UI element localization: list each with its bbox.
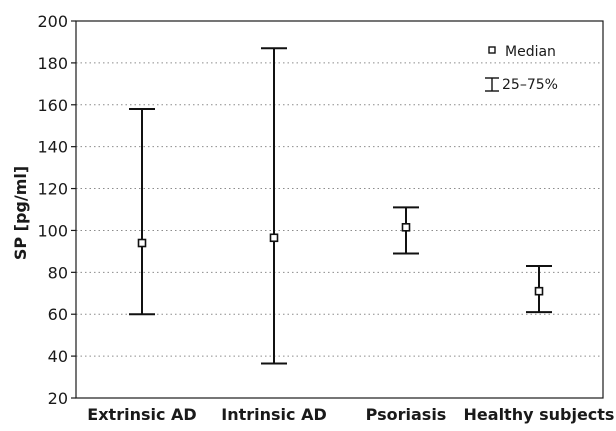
median-marker [269, 233, 279, 243]
x-category-label: Psoriasis [366, 405, 447, 424]
y-tick-label: 120 [37, 180, 68, 199]
median-marker [137, 238, 147, 248]
y-tick-label: 80 [48, 263, 68, 282]
y-tick-label: 40 [48, 347, 68, 366]
x-category-label: Intrinsic AD [221, 405, 326, 424]
legend-range-icon [485, 77, 499, 92]
error-bar-healthy-subjects [526, 265, 552, 314]
data-marks [129, 47, 552, 365]
median-marker [401, 223, 411, 232]
legend: Median 25–75% [485, 44, 558, 93]
y-tick-label: 60 [48, 305, 68, 324]
y-tick-label: 180 [37, 54, 68, 73]
y-tick-label: 160 [37, 96, 68, 115]
plot-frame [75, 20, 604, 399]
y-tick-label: 100 [37, 221, 68, 240]
x-category-label: Healthy subjects [464, 405, 615, 424]
legend-range-label: 25–75% [502, 77, 558, 93]
legend-median-marker [488, 46, 496, 54]
y-tick-label: 20 [48, 389, 68, 408]
error-bar-intrinsic-ad [261, 47, 287, 365]
legend-median-label: Median [505, 44, 556, 60]
error-bar-extrinsic-ad [129, 107, 155, 316]
gridlines [76, 62, 603, 357]
y-tick-label: 140 [37, 138, 68, 157]
y-axis-label: SP [pg/ml] [11, 166, 30, 260]
error-bar-psoriasis [393, 206, 419, 255]
median-marker [534, 286, 544, 296]
y-tick-label: 200 [37, 12, 68, 31]
axes: 20 40 60 80 100 120 140 160 180 200 Extrinsic AD In… [37, 12, 614, 424]
x-category-label: Extrinsic AD [87, 405, 196, 424]
